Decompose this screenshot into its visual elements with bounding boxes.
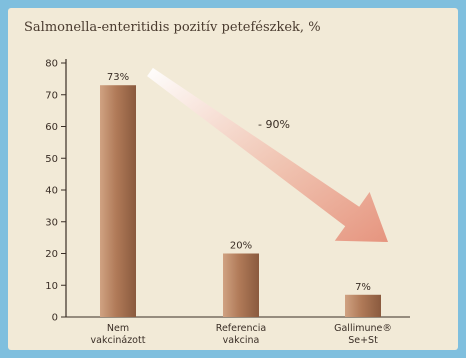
bar (223, 254, 259, 318)
bar (100, 85, 136, 317)
y-tick-label: 50 (45, 154, 58, 165)
y-tick-label: 40 (45, 186, 58, 197)
category-label: vakcinázott (91, 335, 146, 346)
category-label: Referencia (216, 323, 266, 334)
data-label: 73% (107, 72, 129, 83)
category-label: vakcina (223, 335, 260, 346)
category-label: Gallimune® (334, 323, 392, 334)
category-label: Nem (107, 323, 129, 334)
category-label: Se+St (348, 335, 378, 346)
trend-arrow (147, 68, 388, 242)
data-label: 20% (230, 241, 252, 252)
bar (345, 295, 381, 317)
y-tick-label: 20 (45, 249, 58, 260)
reduction-annotation: - 90% (258, 118, 290, 131)
y-tick-label: 10 (45, 281, 58, 292)
data-label: 7% (355, 282, 371, 293)
y-tick-label: 80 (45, 59, 58, 70)
y-tick-label: 60 (45, 122, 58, 133)
y-tick-label: 30 (45, 217, 58, 228)
y-tick-label: 70 (45, 90, 58, 101)
y-tick-label: 0 (52, 313, 58, 324)
